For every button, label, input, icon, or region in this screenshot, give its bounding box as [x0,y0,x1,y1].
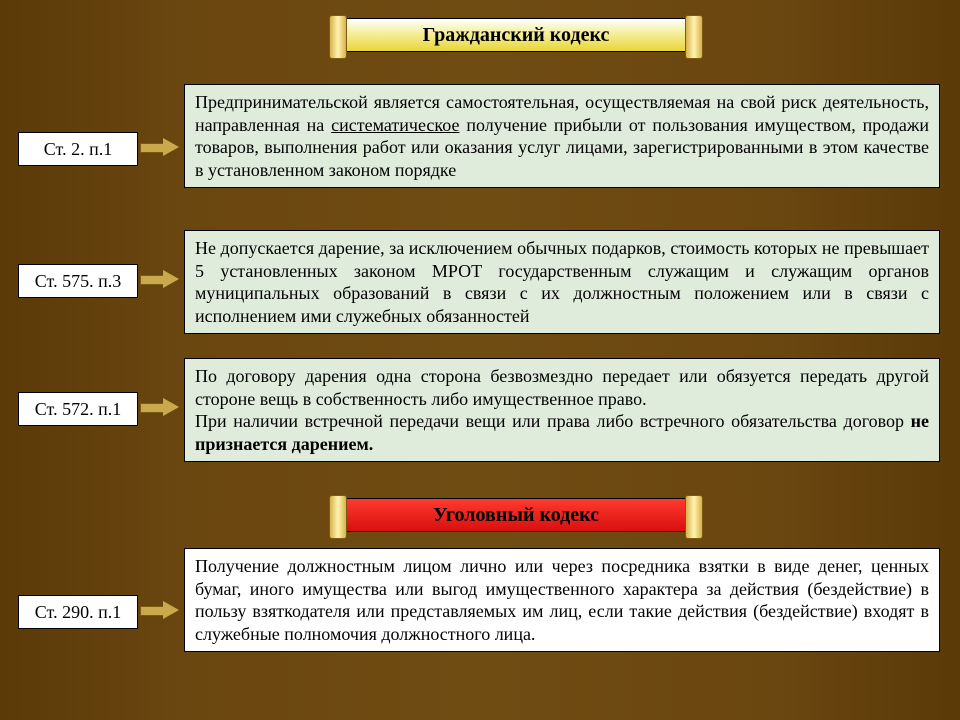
arrow-icon [140,603,180,617]
desc-text-underlined: систематическое [331,115,459,135]
civil-code-header-text: Гражданский кодекс [423,24,610,47]
label-art-572-p1: Ст. 572. п.1 [18,392,138,426]
civil-code-header: Гражданский кодекс [336,18,696,52]
slide: Гражданский кодекс Ст. 2. п.1 Предприним… [0,0,960,720]
desc-art-575-p3: Не допускается дарение, за исключением о… [184,230,940,334]
desc-art-290-p1: Получение должностным лицом лично или че… [184,548,940,652]
label-text: Ст. 572. п.1 [35,399,121,420]
label-art-575-p3: Ст. 575. п.3 [18,264,138,298]
desc-art-572-p1: По договору дарения одна сторона безвозм… [184,358,940,462]
arrow-icon [140,272,180,286]
arrow-icon [140,140,180,154]
desc-text: Не допускается дарение, за исключением о… [195,238,929,326]
desc-text: Получение должностным лицом лично или че… [195,556,929,644]
desc-line1: По договору дарения одна сторона безвозм… [195,366,929,409]
label-text: Ст. 2. п.1 [44,139,112,160]
label-art-2-p1: Ст. 2. п.1 [18,132,138,166]
arrow-icon [140,400,180,414]
criminal-code-header-text: Уголовный кодекс [433,504,599,527]
label-text: Ст. 575. п.3 [35,271,121,292]
label-text: Ст. 290. п.1 [35,602,121,623]
desc-line2-pre: При наличии встречной передачи вещи или … [195,411,911,431]
criminal-code-header: Уголовный кодекс [336,498,696,532]
desc-art-2-p1: Предпринимательской является самостоятел… [184,84,940,188]
label-art-290-p1: Ст. 290. п.1 [18,595,138,629]
